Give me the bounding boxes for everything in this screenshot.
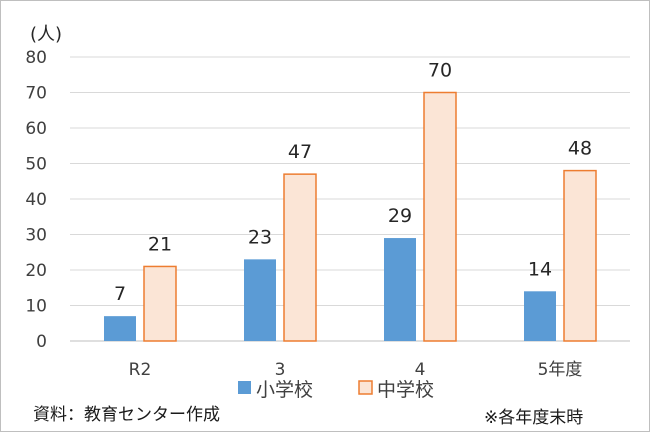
x-tick-label: 4 [415,360,426,380]
data-label: 70 [428,60,452,82]
data-label: 47 [288,141,312,163]
data-label: 7 [114,283,126,305]
data-label: 23 [248,226,272,248]
y-tick-label: 80 [25,48,47,68]
bar-junior-high [563,169,597,342]
data-label: 21 [148,233,172,255]
legend-swatch-junior-high [358,380,373,395]
bar-junior-high [143,265,177,342]
source-note: 資料：教育センター作成 [33,405,220,425]
x-axis-ticks: R2 3 4 5年度 [129,360,583,380]
bar-elementary [244,259,276,341]
data-label: 48 [568,138,592,160]
y-axis-unit: (人) [30,24,62,45]
y-tick-label: 40 [25,190,47,210]
data-label: 14 [528,258,552,280]
y-tick-label: 60 [25,119,47,139]
x-tick-label: R2 [129,360,152,380]
data-labels: 7 21 23 47 29 70 14 48 [114,60,592,306]
y-tick-label: 10 [25,297,47,317]
x-tick-label: 5年度 [538,360,583,380]
legend-label-junior-high: 中学校 [377,379,434,401]
y-tick-label: 70 [25,84,47,104]
y-tick-label: 50 [25,155,47,175]
legend: 小学校 中学校 [238,379,434,401]
footnote: ※各年度末時 [484,408,583,428]
y-tick-label: 20 [25,261,47,281]
legend-label-elementary: 小学校 [256,379,313,401]
bar-elementary [104,316,136,341]
y-axis-ticks: 0 10 20 30 40 50 60 70 80 [25,48,47,352]
bar-junior-high [423,91,457,342]
data-label: 29 [388,205,412,227]
y-tick-label: 0 [36,332,47,352]
bar-elementary [384,238,416,341]
legend-swatch-elementary [238,381,251,394]
bars [104,91,597,342]
x-tick-label: 3 [275,360,286,380]
y-tick-label: 30 [25,226,47,246]
bar-junior-high [283,173,317,342]
bar-elementary [524,291,556,341]
